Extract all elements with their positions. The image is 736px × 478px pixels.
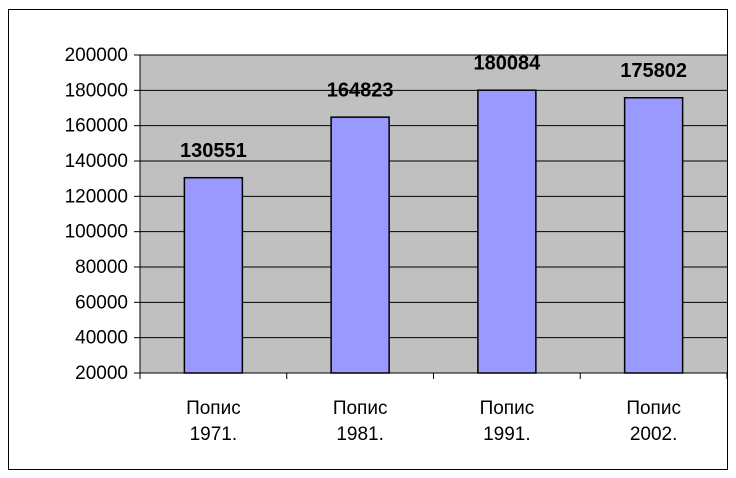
value-label: 164823 <box>327 79 394 101</box>
value-label: 130551 <box>180 140 247 162</box>
bar <box>330 116 390 374</box>
x-tick-label: Попис 1981. <box>332 398 388 445</box>
y-tick-label: 20000 <box>75 363 128 384</box>
y-tick-label: 80000 <box>75 257 128 278</box>
x-tick-label-box: Попис 1991. <box>479 398 535 445</box>
value-label: 175802 <box>620 60 687 82</box>
bar <box>623 96 684 374</box>
y-tick-label: 100000 <box>65 222 128 243</box>
y-tick-label: 120000 <box>65 186 128 207</box>
x-tick-label-box: Попис 1971. <box>186 398 241 445</box>
x-tick-label-box: Попис 2002. <box>626 398 681 445</box>
x-tick-label: Попис 1991. <box>479 398 535 445</box>
y-tick-label: 40000 <box>75 328 128 349</box>
y-tick-label: 180000 <box>65 80 128 101</box>
y-tick-label: 160000 <box>65 116 128 137</box>
x-tick-label: Попис 2002. <box>626 398 681 445</box>
value-label: 180084 <box>474 52 542 74</box>
y-tick-label: 60000 <box>75 292 128 313</box>
x-tick-label: Попис 1971. <box>186 398 241 445</box>
bar <box>477 89 537 374</box>
x-tick-label-box: Попис 1981. <box>332 398 388 445</box>
bar <box>183 176 244 374</box>
y-tick-label: 200000 <box>65 45 128 66</box>
y-tick-label: 140000 <box>65 151 128 172</box>
